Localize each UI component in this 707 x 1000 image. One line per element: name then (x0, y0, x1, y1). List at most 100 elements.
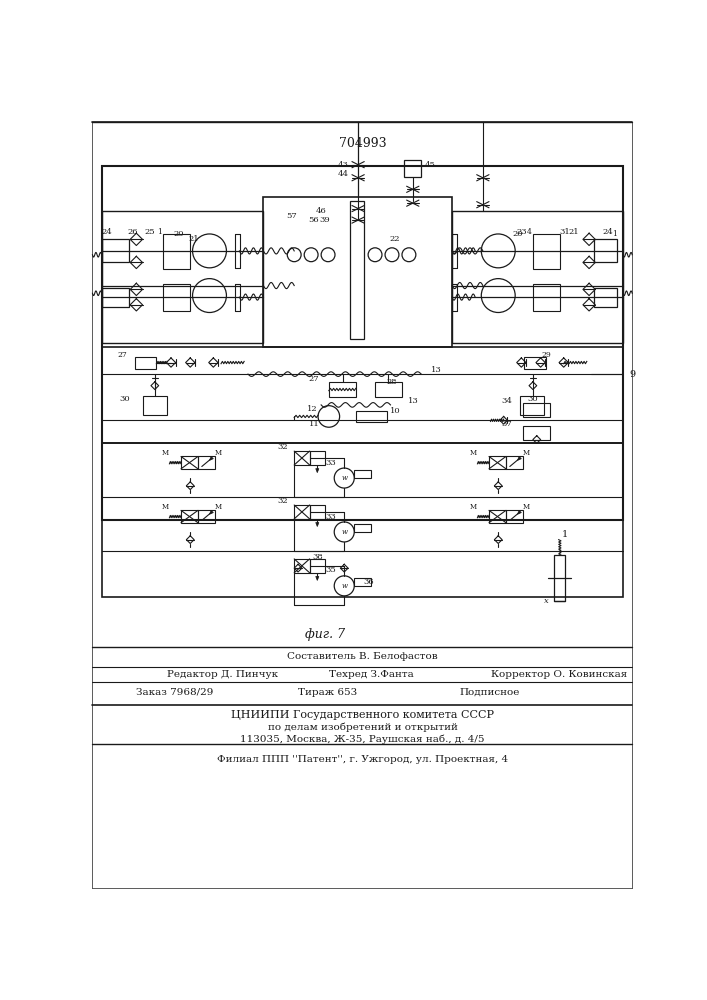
Text: M: M (215, 503, 222, 511)
Text: 30: 30 (119, 395, 130, 403)
Polygon shape (518, 456, 521, 460)
Bar (356, 411, 387, 422)
Bar (294, 451, 310, 465)
Bar (135, 357, 156, 369)
Text: M: M (470, 503, 477, 511)
Text: 1: 1 (562, 530, 568, 539)
Text: 38: 38 (312, 553, 322, 561)
Text: Тираж 653: Тираж 653 (298, 688, 357, 697)
Bar (163, 234, 190, 269)
Text: 4: 4 (527, 228, 532, 236)
Text: 113035, Москва, Ж-35, Раушская наб., д. 4/5: 113035, Москва, Ж-35, Раушская наб., д. … (240, 734, 485, 744)
Bar (354, 578, 371, 586)
Polygon shape (316, 523, 319, 527)
Text: 21: 21 (568, 228, 579, 236)
Text: 43: 43 (338, 161, 349, 169)
Text: 24: 24 (102, 228, 112, 236)
Text: Редактор Д. Пинчук: Редактор Д. Пинчук (167, 670, 279, 679)
Bar (310, 559, 325, 573)
Text: M: M (162, 503, 169, 511)
Text: M: M (215, 449, 222, 457)
Text: 25: 25 (145, 228, 156, 236)
Text: 39: 39 (320, 216, 330, 224)
Bar (102, 239, 129, 262)
Bar (375, 382, 402, 397)
Bar (523, 426, 550, 440)
Text: M: M (470, 449, 477, 457)
Text: 56: 56 (308, 216, 319, 224)
Text: 11: 11 (309, 420, 320, 428)
Text: 46: 46 (316, 207, 327, 215)
Text: w: w (341, 582, 347, 590)
Text: 704993: 704993 (339, 137, 387, 150)
Bar (351, 201, 364, 339)
Bar (181, 510, 198, 523)
Bar (523, 403, 550, 417)
Polygon shape (316, 576, 319, 580)
Text: 13: 13 (431, 366, 442, 374)
Bar (198, 510, 215, 523)
Bar (181, 456, 198, 469)
Text: 10: 10 (390, 407, 401, 415)
Text: Составитель В. Белофастов: Составитель В. Белофастов (288, 652, 438, 661)
Text: 13: 13 (408, 397, 419, 405)
Bar (329, 382, 356, 397)
Text: 33: 33 (325, 459, 336, 467)
Text: 57: 57 (286, 212, 297, 220)
Text: Филиал ППП ''Патент'', г. Ужгород, ул. Проектная, 4: Филиал ППП ''Патент'', г. Ужгород, ул. П… (217, 755, 508, 764)
Polygon shape (518, 510, 521, 514)
Bar (533, 284, 560, 311)
Text: 30: 30 (527, 395, 538, 403)
Bar (404, 160, 421, 177)
Bar (594, 288, 617, 307)
Text: 31: 31 (560, 228, 571, 236)
Bar (198, 456, 215, 469)
Text: M: M (523, 503, 530, 511)
Text: 27: 27 (309, 375, 320, 383)
Text: x: x (544, 597, 549, 605)
Text: w: w (341, 528, 347, 536)
Bar (554, 555, 565, 601)
Text: 37: 37 (501, 420, 512, 428)
Text: 45: 45 (425, 161, 436, 169)
Text: фиг. 7: фиг. 7 (305, 628, 345, 641)
Bar (594, 239, 617, 262)
Text: по делам изобретений и открытий: по делам изобретений и открытий (268, 723, 457, 732)
Text: 32: 32 (277, 497, 288, 505)
Bar (489, 510, 506, 523)
Bar (264, 197, 452, 347)
Bar (452, 211, 623, 343)
Text: 9: 9 (629, 370, 636, 379)
Text: 28: 28 (387, 378, 397, 386)
Text: Заказ 7968/29: Заказ 7968/29 (136, 688, 214, 697)
Text: 35: 35 (325, 566, 336, 574)
Text: 33: 33 (325, 513, 336, 521)
Text: 27: 27 (117, 351, 127, 359)
Bar (354, 470, 371, 478)
Polygon shape (316, 469, 319, 473)
Bar (489, 456, 506, 469)
Text: M: M (523, 449, 530, 457)
Text: Корректор О. Ковинская: Корректор О. Ковинская (491, 670, 627, 679)
Bar (294, 559, 310, 573)
Text: 21: 21 (189, 235, 199, 243)
Text: 1: 1 (157, 228, 162, 236)
Text: 12: 12 (307, 405, 317, 413)
Text: 20: 20 (173, 230, 184, 238)
Text: 34: 34 (501, 397, 512, 405)
Text: 26: 26 (127, 228, 138, 236)
Bar (520, 396, 544, 415)
Text: 32: 32 (277, 443, 288, 451)
Bar (310, 451, 325, 465)
Bar (506, 456, 523, 469)
Bar (102, 288, 129, 307)
Text: Техред З.Фанта: Техред З.Фанта (329, 670, 414, 679)
Bar (102, 211, 264, 343)
Text: 20: 20 (513, 230, 522, 238)
Bar (102, 443, 623, 597)
Bar (102, 347, 623, 443)
Bar (163, 284, 190, 311)
Text: Подписное: Подписное (460, 688, 520, 697)
Text: 36: 36 (363, 578, 374, 586)
Bar (310, 505, 325, 519)
